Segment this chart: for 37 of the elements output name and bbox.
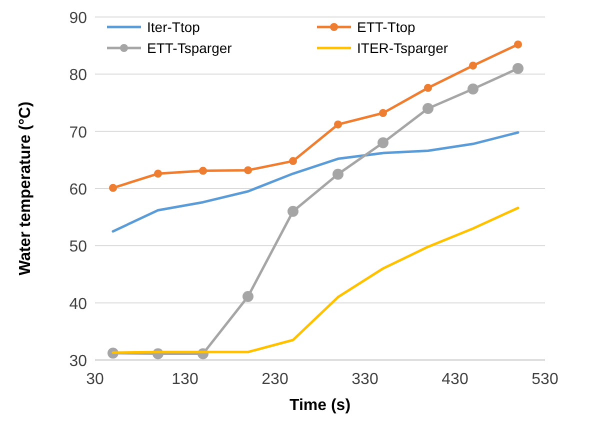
point xyxy=(154,170,162,178)
x-tick-label: 430 xyxy=(442,371,468,388)
legend-label: ETT-Tsparger xyxy=(147,40,232,56)
y-tick-label: 70 xyxy=(69,124,88,142)
legend-label: ITER-Tsparger xyxy=(357,40,448,56)
point xyxy=(109,184,117,192)
point xyxy=(199,166,207,175)
point xyxy=(242,291,254,302)
y-tick-label: 30 xyxy=(69,353,88,370)
y-tick-label: 40 xyxy=(69,296,88,313)
point xyxy=(512,62,524,74)
x-tick-label: 530 xyxy=(532,371,558,388)
x-axis-title: Time (s) xyxy=(289,397,351,414)
y-tick-label: 80 xyxy=(69,67,88,84)
point xyxy=(514,40,522,48)
point xyxy=(468,84,478,95)
x-tick-label: 30 xyxy=(86,371,104,388)
point xyxy=(422,102,434,114)
line-series xyxy=(112,131,520,233)
y-axis-title: Water temperature (°C) xyxy=(17,102,34,276)
point xyxy=(332,168,344,180)
x-tick-label: 130 xyxy=(172,371,198,388)
point xyxy=(289,157,297,166)
point xyxy=(379,109,387,118)
point xyxy=(424,84,432,92)
point xyxy=(469,62,477,70)
y-tick-label: 90 xyxy=(69,10,88,27)
x-tick-label: 230 xyxy=(262,371,288,388)
legend-label: Iter-Ttop xyxy=(147,19,200,35)
point xyxy=(244,166,252,174)
y-tick-label: 60 xyxy=(69,182,88,198)
point xyxy=(288,206,298,217)
legend-label: ETT-Ttop xyxy=(357,19,416,35)
point xyxy=(378,137,388,148)
y-tick-label: 50 xyxy=(69,238,88,256)
point xyxy=(334,120,342,128)
x-tick-label: 330 xyxy=(352,371,378,388)
